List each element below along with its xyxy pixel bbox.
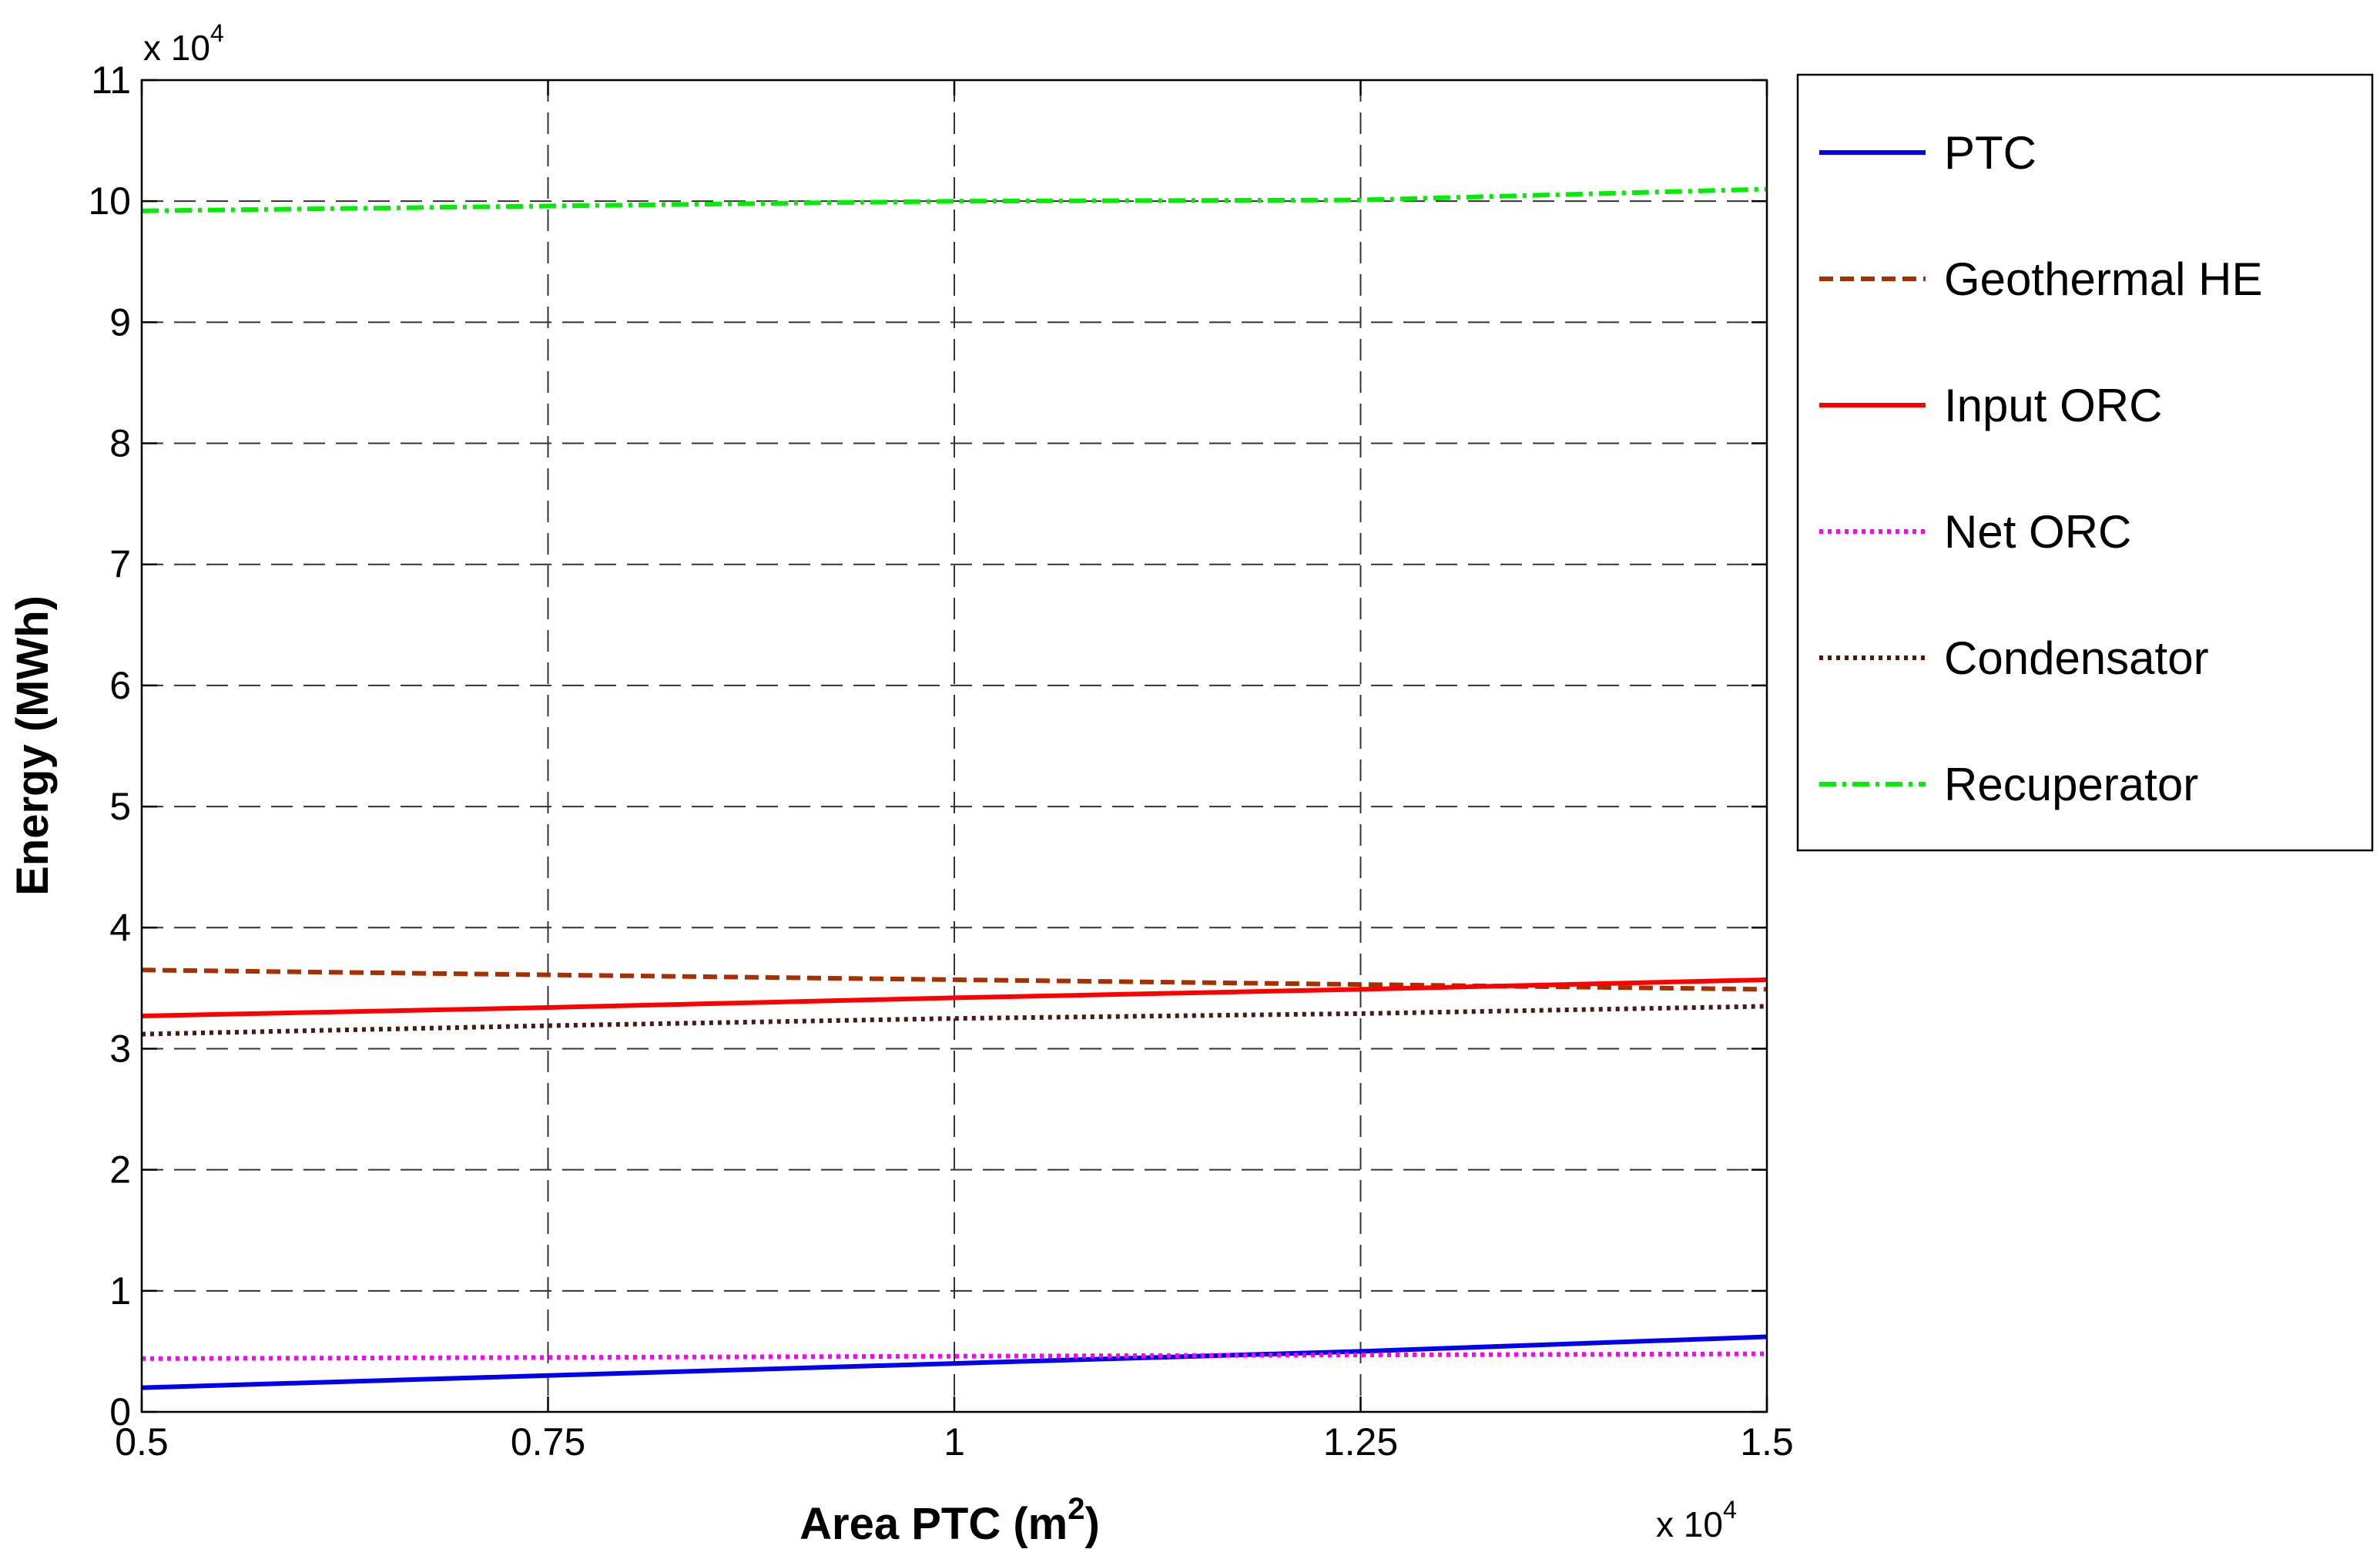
legend-label: Geothermal HE	[1944, 253, 2263, 305]
legend-label: Condensator	[1944, 632, 2209, 684]
series-layer	[141, 186, 1768, 1390]
x-multiplier: x 104	[1656, 1496, 1737, 1544]
legend-label: Recuperator	[1944, 759, 2198, 810]
y-tick-label: 7	[109, 543, 131, 586]
y-tick-label: 11	[91, 59, 131, 102]
y-tick-label: 2	[109, 1148, 131, 1192]
y-tick-label: 4	[109, 906, 131, 949]
x-tick-label: 1.25	[1323, 1420, 1398, 1464]
legend-label: PTC	[1944, 127, 2036, 179]
y-axis-title: Energy (MWh)	[8, 595, 58, 896]
legend-box	[1796, 73, 2374, 852]
x-tick-label: 1	[944, 1420, 965, 1464]
y-tick-label: 10	[88, 179, 131, 223]
legend-label: Net ORC	[1944, 506, 2131, 558]
x-axis-title: Area PTC (m2)	[799, 1492, 1100, 1549]
series-line	[141, 186, 1768, 213]
x-tick-label: 0.75	[511, 1420, 585, 1464]
series-line	[141, 977, 1768, 1018]
y-tick-label: 6	[109, 664, 131, 707]
series-line	[141, 1334, 1768, 1390]
grid	[142, 80, 1767, 1412]
legend-label: Input ORC	[1944, 380, 2162, 431]
y-tick-label: 5	[109, 785, 131, 828]
legend: PTC Geothermal HE Input ORC Net ORC Condensa…	[1819, 127, 2263, 810]
y-tick-label: 8	[109, 422, 131, 465]
y-tick-label: 0	[109, 1390, 131, 1433]
tick-labels: 0.5 0.75 1 1.25 1.5 0 1 2 3 4 5 6 7 8 9 10 11	[88, 59, 1793, 1464]
ticks	[140, 79, 1768, 1413]
x-tick-label: 0.5	[115, 1420, 169, 1464]
x-tick-label: 1.5	[1740, 1420, 1794, 1464]
y-tick-label: 9	[109, 300, 131, 344]
y-multiplier: x 104	[143, 19, 224, 68]
y-tick-label: 1	[109, 1269, 131, 1313]
y-tick-label: 3	[109, 1027, 131, 1070]
